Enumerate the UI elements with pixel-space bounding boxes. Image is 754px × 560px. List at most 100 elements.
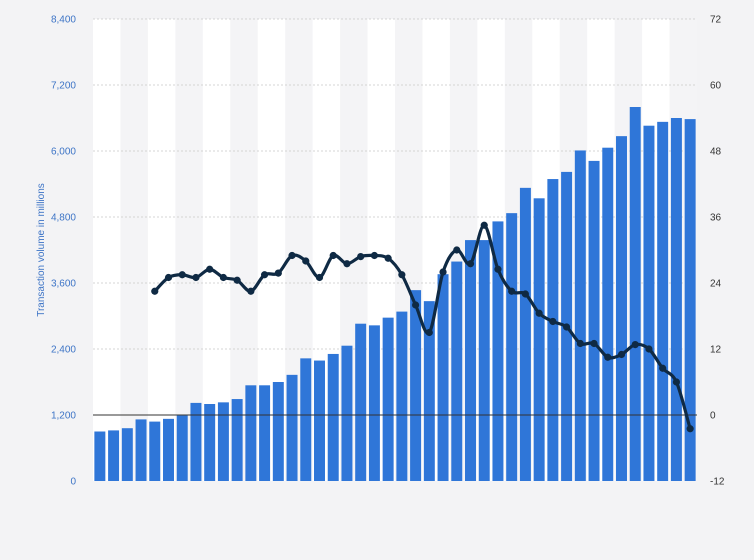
left-axis: 0 1,200 2,400 3,600 4,800 6,000 7,200 8,400: [51, 15, 76, 488]
bar: [616, 136, 627, 481]
line-point: [659, 364, 667, 372]
line-point: [562, 323, 571, 331]
line-point: [370, 251, 379, 260]
line-point: [164, 273, 173, 282]
right-axis: -12 0 12 24 36 48 60 72: [710, 15, 725, 488]
line-point: [384, 254, 392, 262]
line-series: [151, 221, 694, 433]
bar: [643, 125, 655, 481]
bar: [259, 385, 271, 481]
line-point: [192, 273, 200, 282]
bar: [231, 399, 243, 481]
bar: [108, 430, 120, 481]
bar: [410, 290, 422, 481]
bar: [492, 221, 504, 481]
bar: [629, 107, 641, 481]
line-point: [151, 287, 159, 295]
line-point: [233, 276, 241, 284]
bar: [506, 213, 518, 481]
bar-series: [94, 107, 696, 482]
line-point: [260, 271, 269, 279]
line-point: [576, 339, 584, 348]
left-tick-label: 4,800: [51, 213, 76, 224]
line-point: [178, 271, 186, 279]
line-point: [329, 251, 337, 260]
bar: [176, 415, 188, 481]
bar: [272, 382, 284, 481]
line-point: [274, 269, 282, 277]
right-tick-label: 12: [710, 345, 722, 356]
line-point: [247, 287, 255, 295]
bar: [245, 385, 257, 481]
line-point: [617, 350, 626, 359]
line-point: [357, 253, 365, 261]
bar: [217, 402, 229, 481]
bar: [327, 353, 339, 481]
line-point: [521, 290, 530, 298]
right-tick-label: 24: [710, 279, 722, 290]
line-point: [686, 425, 694, 433]
line-point: [645, 345, 653, 353]
left-tick-label: 6,000: [51, 147, 76, 158]
line-point: [219, 273, 228, 282]
right-tick-label: 36: [710, 213, 722, 224]
bar: [423, 301, 435, 481]
line-point: [494, 265, 502, 273]
left-tick-label: 0: [70, 477, 76, 488]
line-point: [480, 221, 488, 229]
line-path: [153, 223, 692, 430]
line-point: [411, 301, 420, 309]
bar: [163, 418, 174, 481]
bar: [341, 345, 353, 481]
line-point: [508, 287, 516, 295]
bar: [465, 240, 476, 481]
bar: [94, 431, 106, 481]
line-point: [288, 251, 296, 260]
right-tick-label: -12: [710, 477, 725, 488]
bar: [121, 428, 133, 481]
bar: [588, 160, 600, 481]
bar: [451, 261, 463, 481]
bar: [300, 358, 312, 481]
y-axis-label: Transaction volume in millions: [36, 183, 47, 317]
line-point: [398, 271, 406, 279]
bar: [204, 404, 216, 481]
line-point: [590, 339, 598, 348]
left-tick-label: 7,200: [51, 81, 76, 92]
line-point: [672, 378, 681, 386]
right-tick-label: 48: [710, 147, 722, 158]
bar: [382, 317, 394, 481]
bar: [533, 198, 545, 482]
line-point: [549, 317, 557, 326]
background-band: [120, 19, 148, 481]
line-point: [466, 260, 475, 268]
line-point: [631, 341, 639, 349]
line-point: [343, 260, 351, 268]
bar: [547, 179, 559, 482]
bar: [478, 240, 490, 481]
bar: [135, 419, 147, 481]
bar: [286, 374, 298, 481]
right-tick-label: 72: [710, 15, 722, 26]
line-point: [604, 353, 612, 361]
line-point: [315, 273, 324, 282]
line-point: [302, 257, 310, 265]
line-point: [535, 309, 543, 317]
right-tick-label: 0: [710, 411, 716, 422]
bar: [368, 325, 380, 481]
right-tick-label: 60: [710, 81, 722, 92]
left-tick-label: 8,400: [51, 15, 76, 26]
line-point: [425, 328, 433, 337]
line-point: [439, 268, 447, 276]
bar: [190, 402, 202, 481]
bar: [519, 187, 531, 481]
left-tick-label: 3,600: [51, 279, 76, 290]
bar: [602, 147, 614, 481]
bar: [657, 121, 669, 481]
left-tick-label: 2,400: [51, 345, 76, 356]
bar: [149, 421, 161, 481]
bar: [355, 323, 367, 481]
bar: [670, 118, 682, 481]
bar: [684, 119, 696, 481]
